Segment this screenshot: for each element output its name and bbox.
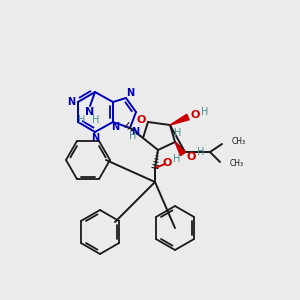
Text: O: O (136, 115, 146, 125)
Text: N: N (85, 107, 94, 117)
Polygon shape (170, 114, 189, 125)
Text: H: H (78, 115, 86, 125)
Text: O: O (186, 152, 196, 162)
Text: H: H (174, 128, 182, 138)
Text: O: O (190, 110, 200, 120)
Text: N: N (91, 133, 99, 143)
Text: CH₃: CH₃ (232, 137, 246, 146)
Text: H: H (173, 154, 181, 164)
Text: N: N (131, 127, 139, 137)
Text: H: H (92, 115, 100, 125)
Text: H: H (197, 147, 205, 157)
Text: CH₃: CH₃ (230, 160, 244, 169)
Text: N: N (67, 97, 75, 107)
Text: H: H (201, 107, 209, 117)
Text: N: N (126, 88, 134, 98)
Text: H: H (129, 131, 137, 141)
Text: O: O (162, 158, 172, 168)
Polygon shape (175, 142, 185, 156)
Text: N: N (111, 122, 119, 132)
